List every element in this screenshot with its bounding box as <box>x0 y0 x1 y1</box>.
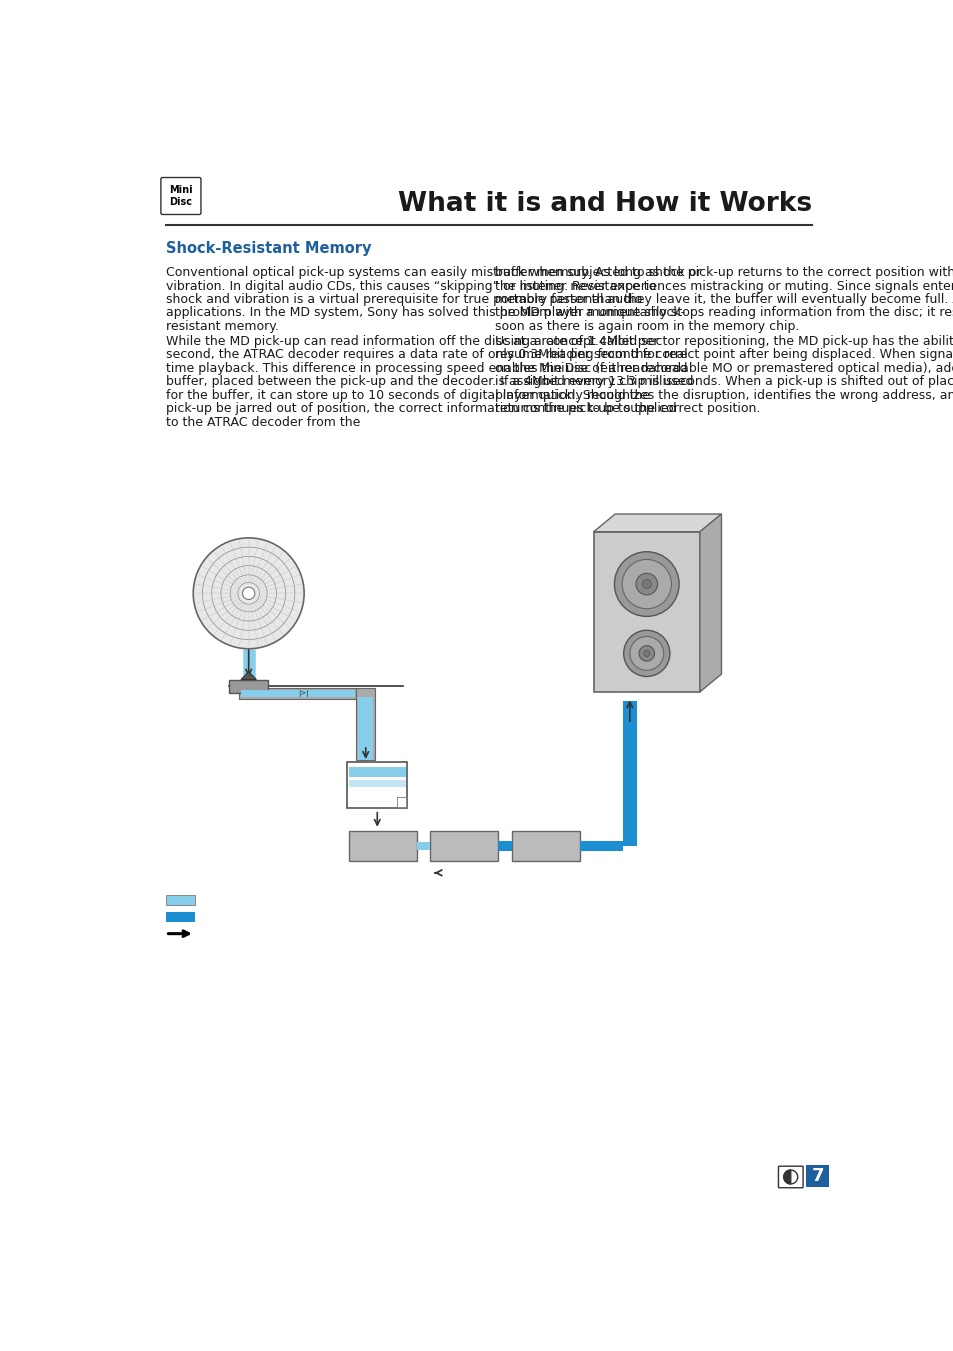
FancyBboxPatch shape <box>430 831 497 861</box>
Text: pick-up be jarred out of position, the correct information continues to be suppl: pick-up be jarred out of position, the c… <box>166 403 676 415</box>
FancyBboxPatch shape <box>512 831 579 861</box>
FancyBboxPatch shape <box>357 697 373 761</box>
Text: player quickly recognizes the disruption, identifies the wrong address, and inst: player quickly recognizes the disruption… <box>495 389 953 401</box>
FancyBboxPatch shape <box>347 762 407 808</box>
FancyBboxPatch shape <box>396 797 405 807</box>
Text: second, the ATRAC decoder requires a data rate of only 0.3Mbit per second for re: second, the ATRAC decoder requires a dat… <box>166 349 686 362</box>
FancyBboxPatch shape <box>497 842 512 851</box>
Polygon shape <box>700 513 720 692</box>
Text: What it is and How it Works: What it is and How it Works <box>397 192 811 218</box>
Text: shock and vibration is a virtual prerequisite for true portable personal audio: shock and vibration is a virtual prerequ… <box>166 293 641 307</box>
Text: resistant memory.: resistant memory. <box>166 320 278 332</box>
Text: the listener never experiences mistracking or muting. Since signals enter the bu: the listener never experiences mistracki… <box>495 280 953 293</box>
Text: to the ATRAC decoder from the: to the ATRAC decoder from the <box>166 416 359 428</box>
FancyBboxPatch shape <box>778 1166 802 1188</box>
Circle shape <box>623 631 669 677</box>
Text: for the buffer, it can store up to 10 seconds of digital information. Should the: for the buffer, it can store up to 10 se… <box>166 389 649 401</box>
Circle shape <box>629 636 663 670</box>
Text: While the MD pick-up can read information off the disc at a rate of 1.4Mbit per: While the MD pick-up can read informatio… <box>166 335 658 349</box>
FancyBboxPatch shape <box>805 1166 828 1188</box>
Circle shape <box>242 588 254 600</box>
Text: vibration. In digital audio CDs, this causes “skipping” or muting. Resistance to: vibration. In digital audio CDs, this ca… <box>166 280 655 293</box>
FancyBboxPatch shape <box>166 896 194 905</box>
FancyBboxPatch shape <box>349 781 405 786</box>
Circle shape <box>641 580 651 589</box>
Text: time playback. This difference in processing speed enables the use of a readahea: time playback. This difference in proces… <box>166 362 686 376</box>
Text: resume reading from the correct point after being displaced. When signals are re: resume reading from the correct point af… <box>495 349 953 362</box>
Text: Conventional optical pick-up systems can easily mistrack when subjected to shock: Conventional optical pick-up systems can… <box>166 266 700 280</box>
Circle shape <box>636 573 657 594</box>
Text: on the MiniDisc (either recordable MO or premastered optical media), address inf: on the MiniDisc (either recordable MO or… <box>495 362 953 376</box>
FancyBboxPatch shape <box>161 177 201 215</box>
FancyBboxPatch shape <box>239 688 356 698</box>
Polygon shape <box>783 1170 790 1183</box>
Polygon shape <box>241 671 256 680</box>
Circle shape <box>639 646 654 661</box>
Text: soon as there is again room in the memory chip.: soon as there is again room in the memor… <box>495 320 799 332</box>
FancyBboxPatch shape <box>166 912 194 923</box>
Text: is assigned every 13.3 milliseconds. When a pick-up is shifted out of place, the: is assigned every 13.3 milliseconds. Whe… <box>495 376 953 388</box>
FancyBboxPatch shape <box>349 766 405 777</box>
FancyBboxPatch shape <box>349 831 416 861</box>
Text: |>|: |>| <box>298 690 309 697</box>
Text: 7: 7 <box>811 1167 823 1185</box>
FancyBboxPatch shape <box>593 532 700 692</box>
Text: buffer, placed between the pick-up and the decoder. If a 4Mbit memory chip is us: buffer, placed between the pick-up and t… <box>166 376 692 388</box>
Text: buffer memory. As long as the pick-up returns to the correct position within 10 : buffer memory. As long as the pick-up re… <box>495 266 953 280</box>
FancyBboxPatch shape <box>579 842 622 851</box>
FancyBboxPatch shape <box>229 680 268 693</box>
Text: Using a concept called sector repositioning, the MD pick-up has the ability to q: Using a concept called sector reposition… <box>495 335 953 349</box>
Circle shape <box>783 1170 797 1183</box>
Text: Disc: Disc <box>170 197 193 207</box>
Text: Mini: Mini <box>169 185 193 195</box>
FancyBboxPatch shape <box>622 701 636 846</box>
Circle shape <box>193 538 304 648</box>
Circle shape <box>621 559 671 609</box>
FancyBboxPatch shape <box>416 842 430 850</box>
Text: returns the pick-up to the correct position.: returns the pick-up to the correct posit… <box>495 403 760 415</box>
Text: the MD player momentarily stops reading information from the disc; it resumes re: the MD player momentarily stops reading … <box>495 307 953 319</box>
Circle shape <box>614 551 679 616</box>
FancyBboxPatch shape <box>356 688 375 761</box>
Text: memory faster than they leave it, the buffer will eventually become full. At tha: memory faster than they leave it, the bu… <box>495 293 953 307</box>
Text: applications. In the MD system, Sony has solved this problem with a unique shock: applications. In the MD system, Sony has… <box>166 307 684 319</box>
Polygon shape <box>593 513 720 532</box>
FancyBboxPatch shape <box>241 689 355 697</box>
Circle shape <box>643 650 649 657</box>
Text: Shock-Resistant Memory: Shock-Resistant Memory <box>166 240 371 255</box>
